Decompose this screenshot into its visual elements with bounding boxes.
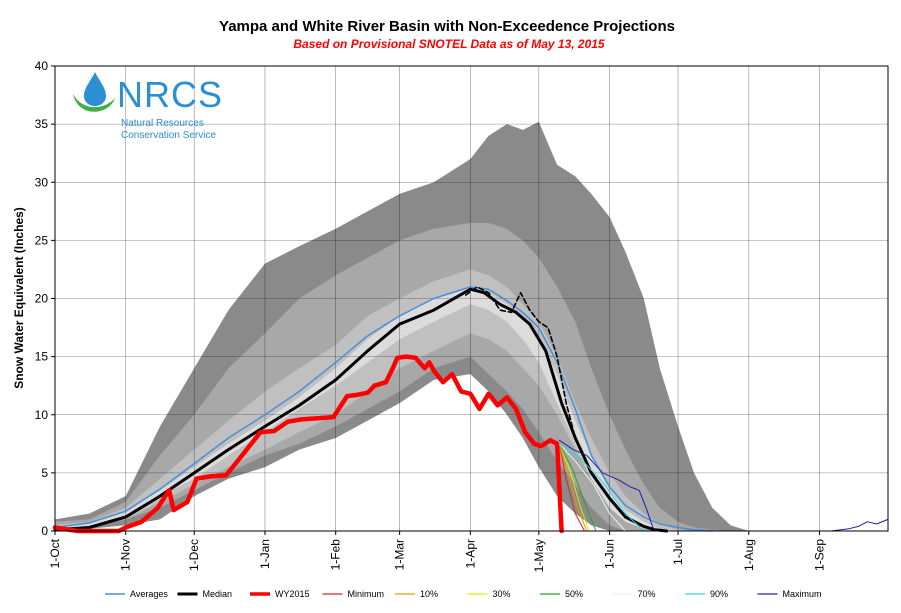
- y-axis-ticks: 0 5 10 15 20 25 30 35 40: [35, 59, 55, 538]
- legend-label: 90%: [710, 589, 728, 599]
- y-tick-label: 5: [41, 466, 48, 480]
- legend-item-wy2015: WY2015: [250, 589, 310, 599]
- legend-item-averages: Averages: [105, 589, 168, 599]
- chart-subtitle: Based on Provisional SNOTEL Data as of M…: [293, 37, 605, 51]
- x-tick-label: 1-Jun: [603, 539, 617, 569]
- series-minimum: [558, 443, 585, 532]
- legend-label: WY2015: [275, 589, 310, 599]
- y-tick-label: 30: [35, 175, 49, 189]
- legend-item-median: Median: [177, 589, 233, 599]
- chart-title: Yampa and White River Basin with Non-Exc…: [219, 18, 675, 35]
- y-tick-label: 10: [35, 408, 49, 422]
- series-lines: [52, 286, 889, 534]
- x-tick-label: 1-Oct: [48, 538, 62, 568]
- logo-wordmark: NRCS: [117, 74, 223, 115]
- series-70-: [558, 443, 626, 532]
- x-tick-label: 1-Sep: [813, 539, 827, 571]
- x-tick-label: 1-Feb: [329, 539, 343, 571]
- series-current-median-trace: [464, 286, 577, 439]
- y-axis-label: Snow Water Equivalent (Inches): [12, 207, 26, 389]
- series-wy2015: [52, 354, 564, 534]
- gridlines: [55, 66, 888, 531]
- x-tick-label: 1-Mar: [393, 539, 407, 570]
- water-drop-icon: [84, 72, 106, 106]
- series-median: [53, 287, 669, 533]
- logo-line-1: Natural Resources: [121, 118, 204, 129]
- legend-item-50-: 50%: [540, 589, 583, 599]
- legend-label: 30%: [493, 589, 511, 599]
- legend-item-10-: 10%: [395, 589, 438, 599]
- legend-label: Median: [203, 589, 233, 599]
- legend-item-maximum: Maximum: [757, 589, 822, 599]
- nrcs-logo: NRCS Natural Resources Conservation Serv…: [73, 72, 223, 141]
- x-tick-label: 1-Dec: [187, 539, 201, 571]
- series-50-: [558, 443, 597, 532]
- x-tick-label: 1-Jan: [258, 539, 272, 569]
- x-axis-ticks: 1-Oct 1-Nov 1-Dec 1-Jan 1-Feb 1-Mar 1-Apr 1-May…: [48, 531, 827, 572]
- legend-label: 70%: [638, 589, 656, 599]
- legend-label: 50%: [565, 589, 583, 599]
- legend-item-30-: 30%: [467, 589, 511, 599]
- series-90-: [558, 443, 645, 532]
- series-averages: [54, 286, 714, 532]
- legend: Averages Median WY2015 Minimum 10% 30% 50% 70% 9…: [105, 589, 822, 599]
- y-tick-label: 15: [35, 350, 49, 364]
- x-tick-label: 1-Aug: [742, 539, 756, 571]
- legend-item-90-: 90%: [685, 589, 728, 599]
- x-tick-label: 1-Jul: [671, 539, 685, 565]
- leaf-swoosh-icon: [73, 94, 115, 112]
- legend-label: Minimum: [348, 589, 385, 599]
- y-tick-label: 25: [35, 233, 49, 247]
- legend-item-minimum: Minimum: [322, 589, 385, 599]
- logo-line-2: Conservation Service: [121, 130, 216, 141]
- x-tick-label: 1-Nov: [119, 539, 133, 571]
- legend-label: Maximum: [783, 589, 822, 599]
- legend-item-70-: 70%: [612, 589, 656, 599]
- series-10-: [558, 443, 588, 532]
- x-tick-label: 1-May: [532, 539, 546, 572]
- series-30-: [558, 443, 590, 532]
- y-tick-label: 40: [35, 59, 49, 73]
- legend-label: Averages: [130, 589, 168, 599]
- legend-label: 10%: [420, 589, 438, 599]
- y-tick-label: 0: [41, 524, 48, 538]
- x-tick-label: 1-Apr: [463, 539, 477, 568]
- series-maximum: [558, 439, 658, 532]
- y-tick-label: 20: [35, 292, 49, 306]
- y-tick-label: 35: [35, 117, 49, 131]
